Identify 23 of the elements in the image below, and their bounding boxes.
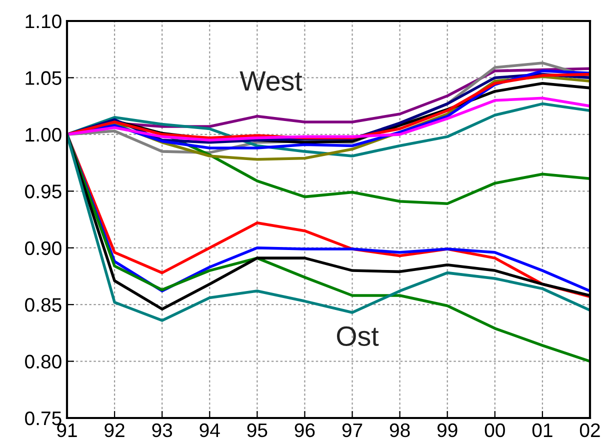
y-tick-label: 0.90: [25, 241, 62, 256]
y-tick-label: 0.85: [25, 298, 62, 312]
x-tick-label: 97: [342, 423, 362, 438]
x-tick-label: 96: [294, 423, 315, 438]
x-tick-label: 92: [104, 423, 124, 438]
y-tick-label: 0.95: [25, 184, 62, 198]
x-tick-label: 91: [57, 423, 77, 438]
y-tick-label: 1.00: [26, 128, 62, 142]
x-tick-label: 00: [484, 423, 505, 438]
y-tick-label: 1.10: [26, 14, 62, 28]
y-tick-label: 1.05: [26, 71, 62, 85]
annotation: Ost: [336, 326, 379, 346]
x-tick-label: 93: [152, 423, 172, 438]
x-tick-label: 98: [390, 423, 410, 438]
y-tick-label: 0.80: [25, 354, 62, 369]
x-tick-label: 94: [200, 423, 220, 438]
x-tick-label: 95: [247, 423, 268, 438]
line-series: [67, 96, 590, 142]
y-tick-label: 0.75: [25, 411, 62, 426]
x-tick-label: 02: [580, 423, 600, 438]
x-tick-label: 99: [437, 423, 458, 438]
annotation: West: [240, 71, 302, 91]
x-tick-label: 01: [532, 423, 552, 438]
